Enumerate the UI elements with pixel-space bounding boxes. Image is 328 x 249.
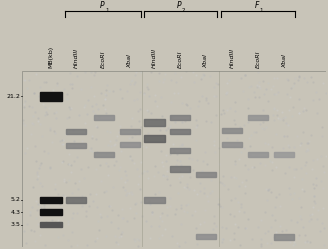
Text: MB(kb): MB(kb) xyxy=(49,46,54,68)
Bar xyxy=(170,167,191,172)
Text: XbaI: XbaI xyxy=(128,55,133,68)
Bar xyxy=(40,197,62,203)
Bar xyxy=(145,135,165,142)
Bar xyxy=(196,234,216,239)
Text: F: F xyxy=(255,1,259,10)
Bar xyxy=(248,115,268,120)
Bar xyxy=(248,152,268,157)
Text: XbaI: XbaI xyxy=(204,55,209,68)
Text: 3.5: 3.5 xyxy=(10,222,20,227)
Text: 1: 1 xyxy=(260,8,263,13)
Bar xyxy=(274,234,295,240)
Bar xyxy=(145,197,165,203)
Text: P: P xyxy=(99,1,104,10)
Text: HindIII: HindIII xyxy=(152,48,157,68)
Text: P: P xyxy=(176,1,181,10)
Text: 1: 1 xyxy=(105,8,108,13)
Text: 21.2: 21.2 xyxy=(7,94,20,99)
Text: HindIII: HindIII xyxy=(230,48,235,68)
Text: XbaI: XbaI xyxy=(282,55,287,68)
Bar xyxy=(222,142,242,147)
Bar xyxy=(94,152,114,157)
Bar xyxy=(66,129,87,134)
Bar xyxy=(196,172,216,177)
Bar xyxy=(120,129,140,134)
Text: 2: 2 xyxy=(182,8,185,13)
Bar xyxy=(274,152,295,157)
Text: EcoRI: EcoRI xyxy=(178,51,183,68)
Bar xyxy=(120,142,140,147)
Bar xyxy=(40,92,62,101)
Text: HindIII: HindIII xyxy=(74,48,79,68)
Bar xyxy=(94,115,114,120)
Bar xyxy=(40,209,62,215)
Bar xyxy=(40,222,62,227)
Bar xyxy=(66,197,87,203)
Text: 5.2: 5.2 xyxy=(10,197,20,202)
Bar xyxy=(145,120,165,126)
Bar xyxy=(170,129,191,134)
Bar xyxy=(170,115,191,120)
Bar xyxy=(66,143,87,148)
Bar xyxy=(222,128,242,133)
Text: 4.3: 4.3 xyxy=(10,210,20,215)
Text: EcoRI: EcoRI xyxy=(101,51,106,68)
Text: EcoRI: EcoRI xyxy=(256,51,260,68)
Bar xyxy=(170,148,191,153)
